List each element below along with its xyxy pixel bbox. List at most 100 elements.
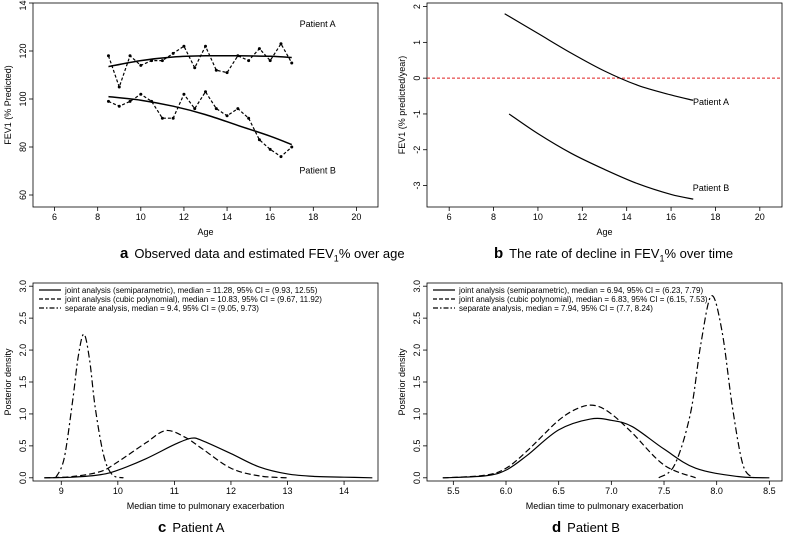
- x-tick-label-b-7: 20: [755, 212, 765, 222]
- series-line-d-2: [658, 295, 755, 479]
- x-axis-label-c: Median time to pulmonary exacerbation: [127, 501, 285, 511]
- y-axis-label-c: Posterior density: [3, 348, 13, 416]
- caption-text-a-pre: Observed data and estimated FEV: [134, 246, 334, 261]
- caption-a: a Observed data and estimated FEV1% over …: [120, 245, 405, 264]
- x-tick-label-d-0: 5.5: [447, 486, 460, 496]
- caption-letter-d: d: [552, 519, 562, 536]
- caption-c: c Patient A: [158, 519, 224, 536]
- legend-label-c-0: joint analysis (semiparametric), median …: [64, 286, 318, 295]
- x-axis-label-b: Age: [596, 227, 612, 237]
- x-tick-label-a-0: 6: [52, 212, 57, 222]
- y-tick-label-c-6: 3.0: [18, 280, 28, 293]
- legend-label-d-1: joint analysis (cubic polynomial), media…: [458, 295, 708, 304]
- y-axis-label-b: FEV1 (% predicted/year): [397, 56, 407, 155]
- data-point-a-2-16: [279, 155, 283, 159]
- caption-text-c: Patient A: [172, 520, 225, 535]
- series-line-c-2: [55, 333, 124, 479]
- data-point-a-2-9: [204, 90, 207, 94]
- data-point-a-2-0: [106, 99, 110, 103]
- caption-text-b-post: % over time: [664, 246, 734, 261]
- x-tick-label-d-4: 7.5: [658, 486, 671, 496]
- y-tick-label-b-2: -1: [412, 110, 422, 118]
- series-line-d-1: [442, 404, 696, 479]
- series-line-a-1: [108, 54, 292, 68]
- x-tick-label-b-5: 16: [666, 212, 676, 222]
- x-tick-label-a-4: 14: [222, 212, 232, 222]
- data-point-a-0-5: [160, 59, 164, 63]
- y-tick-label-c-2: 1.0: [18, 408, 28, 421]
- caption-letter-a: a: [120, 245, 129, 262]
- y-tick-label-c-3: 1.5: [18, 376, 28, 389]
- series-line-b-1: [508, 113, 694, 200]
- y-tick-label-b-5: 2: [412, 4, 422, 9]
- data-point-a-2-15: [268, 147, 272, 151]
- data-point-a-0-15: [268, 59, 272, 63]
- caption-letter-b: b: [494, 245, 504, 262]
- plot-frame-b: [426, 2, 783, 208]
- series-line-a-2: [108, 90, 293, 158]
- y-tick-label-c-1: 0.5: [18, 440, 28, 453]
- y-tick-label-a-2: 100: [18, 91, 28, 106]
- annotation-a-0: Patient A: [300, 19, 336, 29]
- data-point-a-0-9: [204, 44, 207, 48]
- caption-text-a-post: % over age: [338, 246, 405, 261]
- y-tick-label-a-4: 140: [18, 0, 28, 11]
- x-tick-label-d-6: 8.5: [763, 486, 776, 496]
- y-tick-label-a-3: 120: [18, 43, 28, 58]
- data-point-a-2-2: [128, 99, 132, 103]
- y-tick-label-d-3: 1.5: [412, 376, 422, 389]
- series-line-b-0: [504, 13, 694, 101]
- data-point-a-2-1: [117, 104, 121, 108]
- legend-label-d-2: separate analysis, median = 7.94, 95% CI…: [459, 304, 653, 313]
- data-point-a-0-3: [139, 63, 143, 67]
- y-tick-label-d-6: 3.0: [412, 280, 422, 293]
- plot-frame-a: [32, 2, 379, 208]
- legend-label-c-1: joint analysis (cubic polynomial), media…: [64, 295, 322, 304]
- data-point-a-0-2: [128, 54, 132, 58]
- series-line-a-3: [108, 95, 293, 146]
- x-tick-label-c-4: 13: [283, 486, 293, 496]
- legend-label-c-2: separate analysis, median = 9.4, 95% CI …: [65, 304, 259, 313]
- caption-b: b The rate of decline in FEV1% over time: [494, 245, 733, 264]
- data-point-a-0-14: [257, 47, 261, 51]
- x-tick-label-b-2: 10: [533, 212, 543, 222]
- data-point-a-0-7: [182, 44, 186, 48]
- x-tick-label-d-2: 6.5: [552, 486, 565, 496]
- x-tick-label-b-0: 6: [447, 212, 452, 222]
- x-tick-label-b-6: 18: [710, 212, 720, 222]
- x-tick-label-b-3: 12: [577, 212, 587, 222]
- data-point-a-0-8: [193, 66, 197, 70]
- y-tick-label-c-5: 2.5: [18, 312, 28, 325]
- x-tick-label-b-4: 14: [622, 212, 632, 222]
- caption-text-b-sub: 1: [659, 253, 665, 264]
- series-line-d-0: [442, 417, 770, 479]
- series-line-c-1: [44, 429, 288, 479]
- x-axis-label-a: Age: [197, 227, 213, 237]
- x-tick-label-c-5: 14: [339, 486, 349, 496]
- y-tick-label-d-5: 2.5: [412, 312, 422, 325]
- y-tick-label-b-0: -3: [412, 182, 422, 190]
- y-axis-label-d: Posterior density: [397, 348, 407, 416]
- caption-letter-c: c: [158, 519, 167, 536]
- x-tick-label-c-3: 12: [226, 486, 236, 496]
- y-tick-label-b-3: 0: [412, 76, 422, 81]
- x-tick-label-a-2: 10: [136, 212, 146, 222]
- annotation-a-1: Patient B: [299, 165, 336, 175]
- y-tick-label-d-1: 0.5: [412, 440, 422, 453]
- data-point-a-0-17: [290, 61, 294, 65]
- y-tick-label-b-1: -2: [412, 146, 422, 154]
- x-tick-label-c-1: 10: [113, 486, 123, 496]
- x-tick-label-a-3: 12: [179, 212, 189, 222]
- x-tick-label-a-1: 8: [95, 212, 100, 222]
- x-tick-label-a-6: 18: [308, 212, 318, 222]
- data-point-a-2-11: [225, 114, 229, 118]
- x-tick-label-d-5: 8.0: [710, 486, 723, 496]
- y-tick-label-c-0: 0.0: [18, 472, 28, 485]
- x-tick-label-b-1: 8: [491, 212, 496, 222]
- data-point-a-2-8: [193, 107, 197, 111]
- caption-text-b-pre: The rate of decline in FEV: [509, 246, 660, 261]
- data-point-a-2-5: [160, 116, 164, 120]
- data-point-a-2-14: [257, 138, 261, 142]
- x-tick-label-a-7: 20: [351, 212, 361, 222]
